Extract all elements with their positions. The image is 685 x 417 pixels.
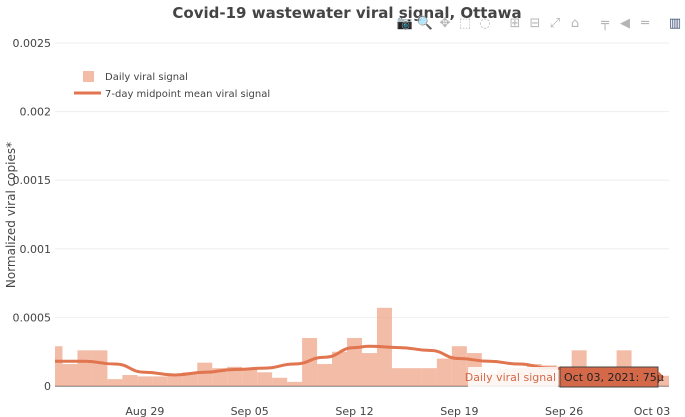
x-axis: Aug 29 Sep 05 Sep 12 Sep 19 Sep 26 Oct 03	[125, 405, 670, 417]
hover-text: Oct 03, 2021: 75µ	[564, 371, 664, 384]
bar	[107, 379, 123, 386]
x-tick-label: Sep 19	[440, 405, 478, 417]
box-select-icon[interactable]: ⬚	[458, 16, 472, 31]
x-tick-label: Sep 05	[231, 405, 269, 417]
x-tick-label: Aug 29	[125, 405, 164, 417]
bar	[332, 351, 348, 386]
bar	[391, 368, 407, 386]
legend[interactable]: Daily viral signal 7-day midpoint mean vi…	[74, 71, 270, 100]
bar	[287, 381, 303, 386]
bar	[257, 372, 273, 386]
hover-tooltip: Oct 03, 2021: 75µ Daily viral signal	[465, 366, 664, 388]
bar	[152, 376, 168, 386]
legend-bar-label: Daily viral signal	[105, 72, 188, 83]
y-tick-label: 0.0005	[13, 311, 52, 324]
home-icon[interactable]: ⌂	[570, 16, 580, 31]
bar	[55, 346, 63, 386]
legend-line-label: 7-day midpoint mean viral signal	[105, 89, 270, 100]
bar	[362, 353, 377, 386]
y-tick-label: 0.0015	[13, 174, 52, 187]
bar	[242, 368, 258, 386]
legend-bar-swatch	[83, 71, 94, 82]
bar	[137, 376, 153, 386]
bar	[92, 350, 108, 386]
hover-compare-icon[interactable]: ═	[641, 16, 649, 31]
bar	[122, 375, 138, 386]
modebar: 📷 🔍 ✥ ⬚ ◌ ⊞ ⊟ ⤢ ⌂ ╤ ◀ ═ ▥	[397, 16, 683, 32]
hover-series-name: Daily viral signal	[465, 371, 556, 384]
chart-title: Covid-19 wastewater viral signal, Ottawa	[172, 4, 521, 22]
bar	[451, 346, 467, 386]
y-tick-label: 0.002	[20, 106, 52, 119]
lasso-icon[interactable]: ◌	[479, 16, 491, 31]
bar	[167, 373, 183, 386]
bar	[227, 366, 243, 386]
hover-name-bg	[468, 367, 558, 387]
bar	[317, 364, 333, 386]
x-tick-label: Sep 12	[335, 405, 373, 417]
bar	[347, 337, 362, 386]
mean-line	[55, 344, 610, 377]
y-tick-label: 0	[44, 380, 51, 393]
line-series[interactable]	[55, 344, 610, 377]
zoom-in-icon[interactable]: ⊞	[509, 16, 521, 31]
camera-icon[interactable]: 📷	[396, 16, 414, 31]
bar	[436, 358, 452, 386]
zoom-icon[interactable]: 🔍	[416, 16, 434, 31]
bar	[661, 375, 669, 386]
spike-lines-icon[interactable]: ╤	[601, 16, 609, 31]
bar	[62, 364, 78, 386]
bar	[421, 368, 437, 386]
bar	[272, 377, 288, 386]
autoscale-icon[interactable]: ⤢	[549, 16, 561, 31]
hover-closest-icon[interactable]: ◀	[620, 16, 630, 31]
y-tick-label: 0.0025	[13, 37, 52, 50]
zoom-out-icon[interactable]: ⊟	[529, 16, 541, 31]
plotly-logo-icon[interactable]: ▥	[668, 16, 682, 31]
hover-pointer	[658, 371, 664, 383]
pan-icon[interactable]: ✥	[439, 16, 451, 31]
bar	[77, 350, 93, 386]
x-tick-label: Sep 26	[545, 405, 583, 417]
x-tick-label: Oct 03	[634, 405, 671, 417]
bar	[406, 368, 422, 386]
bar	[197, 362, 213, 386]
y-axis-label: Normalized viral copies*	[4, 142, 18, 288]
y-tick-label: 0.001	[20, 243, 52, 256]
y-axis: 0 0.0005 0.001 0.0015 0.002 0.0025	[13, 37, 52, 393]
